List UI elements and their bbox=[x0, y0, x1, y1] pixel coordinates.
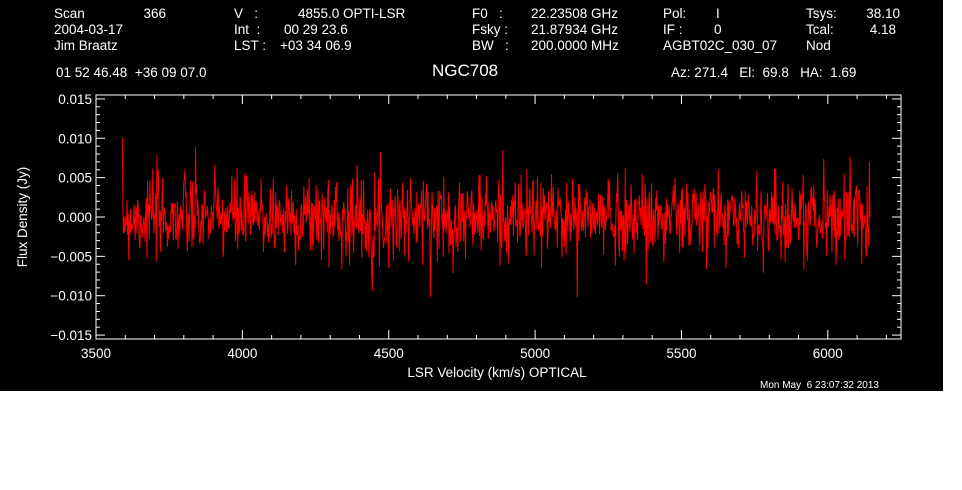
scan-number: 366 bbox=[143, 6, 166, 21]
integration-label: Int : bbox=[234, 22, 261, 37]
f0-value: 22.23508 GHz bbox=[531, 6, 619, 21]
tcal-label: Tcal: bbox=[806, 22, 834, 37]
x-axis-label: LSR Velocity (km/s) OPTICAL bbox=[407, 365, 587, 380]
observing-mode: Nod bbox=[806, 38, 831, 53]
chart-title: NGC708 bbox=[432, 61, 499, 80]
x-tick-label: 6000 bbox=[813, 346, 843, 361]
if-value: 0 bbox=[714, 22, 722, 37]
observation-date: 2004-03-17 bbox=[54, 22, 124, 37]
x-tick-label: 5000 bbox=[520, 346, 550, 361]
pol-label: Pol: bbox=[663, 6, 687, 21]
x-tick-label: 3500 bbox=[81, 346, 111, 361]
observer-name: Jim Braatz bbox=[54, 38, 118, 53]
fsky-value: 21.87934 GHz bbox=[531, 22, 619, 37]
lst-value: +03 34 06.9 bbox=[280, 38, 352, 53]
integration-value: 00 29 23.6 bbox=[284, 22, 348, 37]
y-axis-label: Flux Density (Jy) bbox=[15, 167, 30, 268]
x-tick-label: 4000 bbox=[227, 346, 257, 361]
spectrum-trace-layer bbox=[121, 137, 871, 298]
x-tick-label: 5500 bbox=[666, 346, 696, 361]
spectrum-trace bbox=[121, 137, 871, 298]
lst-label: LST : bbox=[234, 38, 267, 53]
scan-label: Scan bbox=[54, 6, 85, 21]
y-tick-label: 0.010 bbox=[58, 131, 92, 146]
if-label: IF : bbox=[663, 22, 683, 37]
y-tick-label: 0.005 bbox=[58, 171, 92, 186]
fsky-label: Fsky : bbox=[472, 22, 508, 37]
source-coordinates: 01 52 46.48 +36 09 07.0 bbox=[56, 65, 207, 80]
az-el-ha-readout: Az: 271.4 El: 69.8 HA: 1.69 bbox=[671, 65, 857, 80]
y-tick-label: 0.015 bbox=[58, 92, 92, 107]
y-tick-label: −0.005 bbox=[50, 249, 92, 264]
axis-ticks: 3500 4000 4500 5000 5500 6000 −0.015 −0.010 −0.0… bbox=[50, 92, 901, 361]
pol-value: I bbox=[716, 6, 720, 21]
project-id: AGBT02C_030_07 bbox=[663, 38, 778, 53]
velocity-value: 4855.0 OPTI-LSR bbox=[298, 6, 406, 21]
tsys-value: 38.10 bbox=[866, 6, 900, 21]
velocity-label: V : bbox=[234, 6, 259, 21]
y-tick-label: −0.010 bbox=[50, 289, 92, 304]
plot-timestamp: Mon May 6 23:07:32 2013 bbox=[760, 380, 879, 391]
f0-label: F0 : bbox=[472, 6, 503, 21]
y-tick-label: 0.000 bbox=[58, 210, 92, 225]
tsys-label: Tsys: bbox=[806, 6, 837, 21]
spectrum-chart: 3500 4000 4500 5000 5500 6000 −0.015 −0.010 −0.0… bbox=[15, 92, 902, 380]
y-tick-label: −0.015 bbox=[50, 328, 92, 343]
bandwidth-label: BW : bbox=[472, 38, 509, 53]
tcal-value: 4.18 bbox=[869, 22, 896, 37]
x-tick-label: 4500 bbox=[374, 346, 404, 361]
bandwidth-value: 200.0000 MHz bbox=[531, 38, 619, 53]
plot-panel: Scan 366 2004-03-17 Jim Braatz V : 4855.… bbox=[0, 0, 943, 391]
